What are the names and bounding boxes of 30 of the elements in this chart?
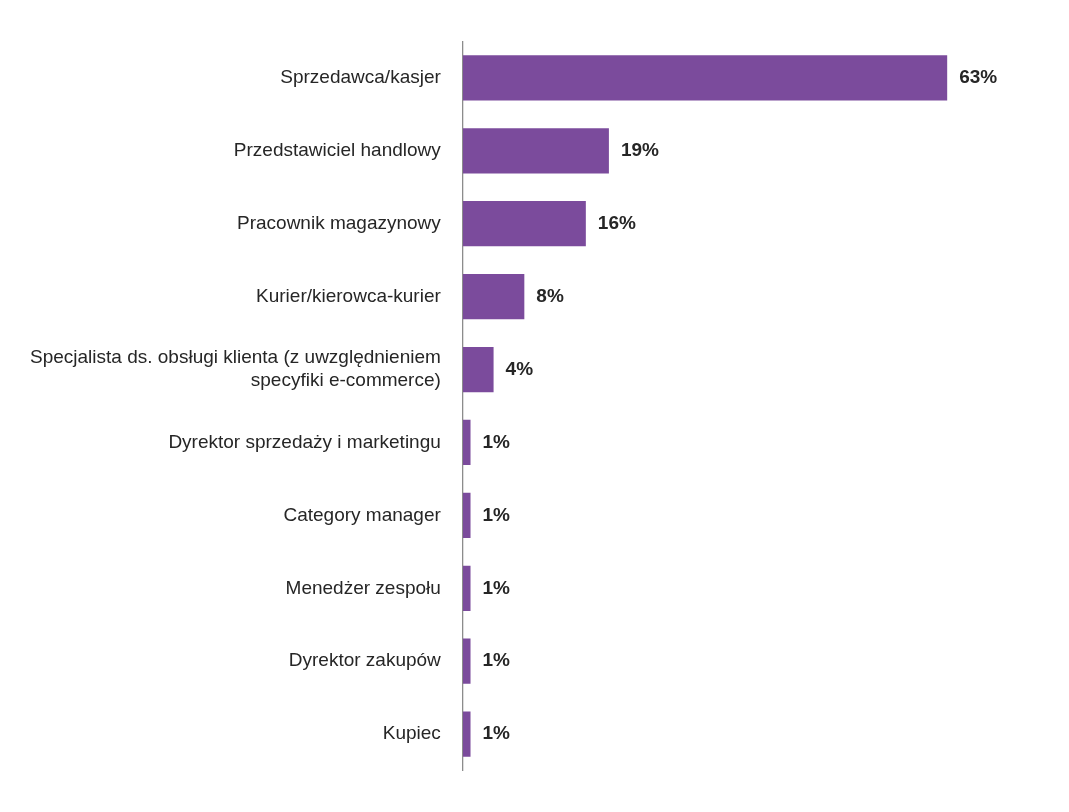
- data-label: 1%: [482, 576, 511, 598]
- bar: [462, 492, 471, 538]
- y-tick-label: Kurier/kierowca-kurier: [256, 284, 442, 306]
- data-label: 1%: [482, 430, 511, 452]
- y-tick-label: Pracownik magazynowy: [237, 211, 442, 233]
- bar: [462, 274, 525, 320]
- data-label: 4%: [505, 357, 534, 379]
- y-tick-label: Sprzedawca/kasjer: [280, 66, 442, 88]
- y-tick-label: Category manager: [283, 503, 442, 525]
- bar: [462, 711, 471, 757]
- bar: [462, 55, 948, 101]
- bar: [462, 201, 586, 247]
- data-label: 19%: [620, 139, 660, 161]
- bar: [462, 638, 471, 684]
- y-tick-label: Kupiec: [382, 722, 441, 744]
- data-label: 63%: [959, 66, 998, 88]
- bar: [462, 128, 609, 174]
- bar: [462, 565, 471, 611]
- y-tick-label: Dyrektor zakupów: [288, 649, 442, 671]
- y-tick-label: Dyrektor sprzedaży i marketingu: [168, 430, 441, 452]
- bar: [462, 419, 471, 466]
- data-label: 1%: [482, 649, 511, 671]
- y-tick-label: Specjalista ds. obsługi klienta (z uwzględnieniem specyfiki e-commerce): [29, 346, 441, 391]
- bar: [462, 346, 494, 393]
- data-label: 16%: [597, 211, 636, 233]
- y-tick-label: Menedżer zespołu: [285, 576, 441, 598]
- y-tick-label: Przedstawiciel handlowy: [233, 139, 442, 161]
- data-label: 1%: [482, 503, 511, 525]
- data-label: 1%: [482, 722, 511, 744]
- data-label: 8%: [536, 284, 564, 306]
